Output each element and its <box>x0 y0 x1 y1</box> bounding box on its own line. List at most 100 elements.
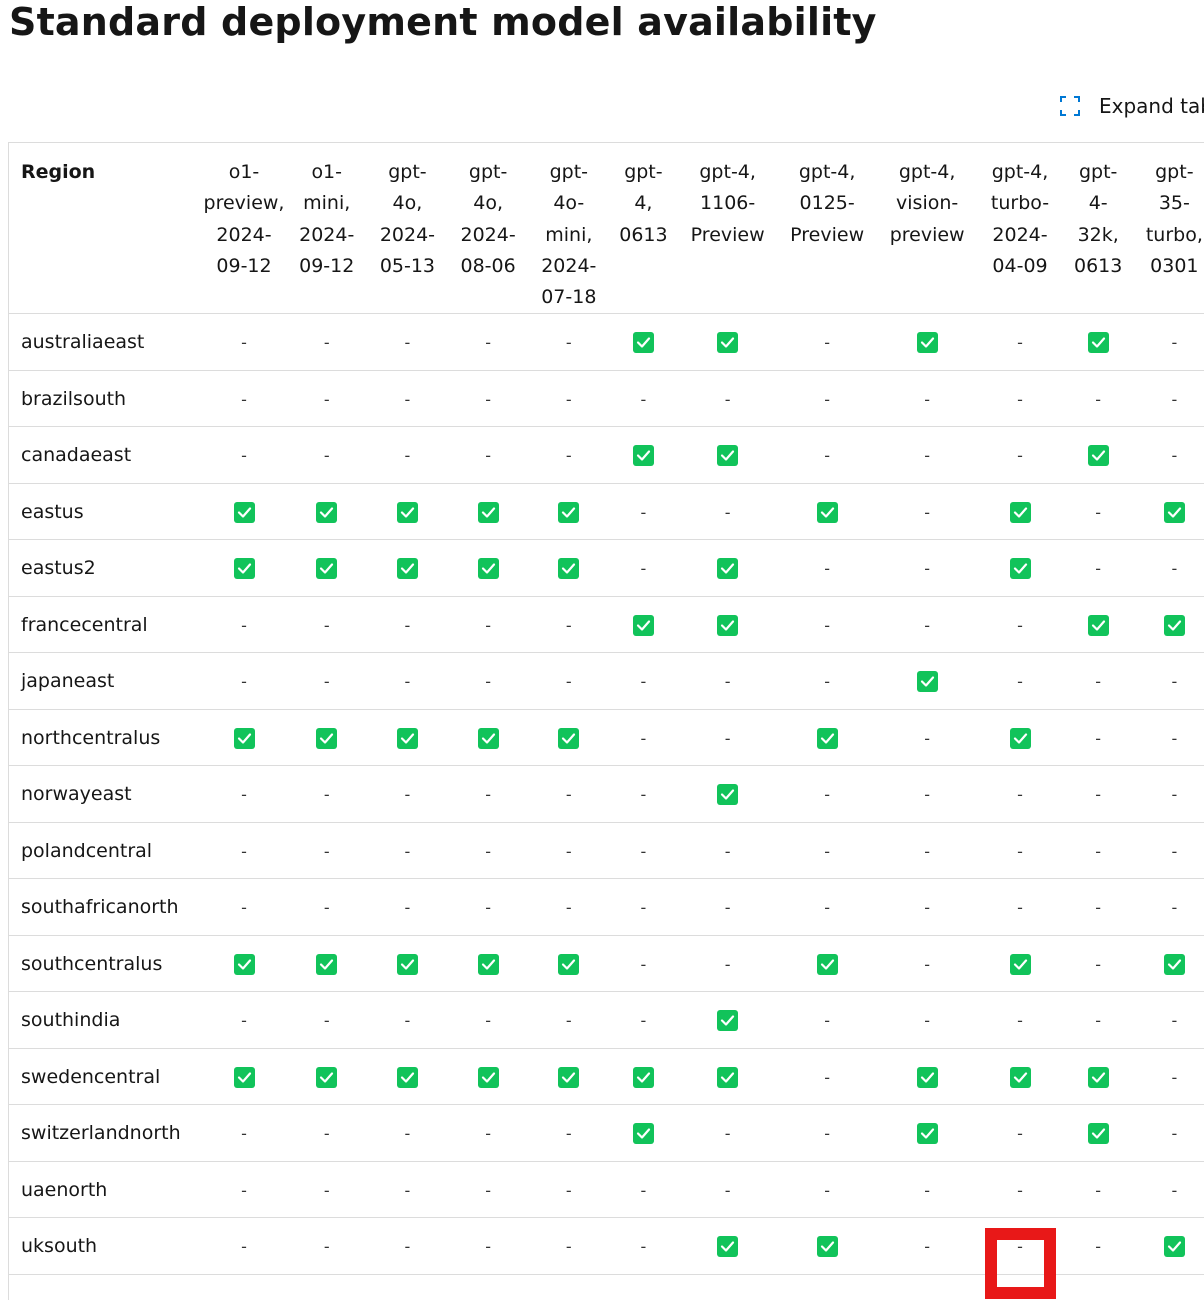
available-cell <box>977 539 1063 597</box>
unavailable-cell: - <box>286 991 368 1049</box>
available-cell <box>447 709 529 767</box>
unavailable-cell: - <box>447 822 529 880</box>
unavailable-dash: - <box>724 954 731 974</box>
unavailable-dash: - <box>323 615 330 635</box>
unavailable-dash: - <box>924 559 931 579</box>
unavailable-cell: - <box>977 991 1063 1049</box>
unavailable-cell: - <box>876 878 978 936</box>
checkmark-icon <box>477 501 499 523</box>
available-cell <box>977 483 1063 541</box>
unavailable-dash: - <box>924 728 931 748</box>
expand-table-button[interactable]: Expand table <box>1059 94 1204 118</box>
unavailable-dash: - <box>1171 389 1178 409</box>
unavailable-dash: - <box>565 1124 572 1144</box>
unavailable-dash: - <box>640 1237 647 1257</box>
availability-table-container[interactable]: Region o1- preview, 2024- 09-12 o1- mini,… <box>8 142 1204 1300</box>
checkmark-icon <box>717 1009 739 1032</box>
unavailable-dash: - <box>824 841 831 861</box>
unavailable-cell: - <box>876 822 978 880</box>
checkmark-icon <box>632 614 654 636</box>
checkmark-icon <box>632 444 654 467</box>
unavailable-cell: - <box>447 596 529 654</box>
unavailable-dash: - <box>404 446 411 466</box>
available-cell <box>608 1048 678 1106</box>
unavailable-cell: - <box>201 313 287 371</box>
unavailable-dash: - <box>485 446 491 466</box>
checkmark-icon <box>396 1066 418 1088</box>
available-cell <box>201 539 287 597</box>
model-column-header: gpt- 4o, 2024- 08-06 <box>447 143 529 315</box>
unavailable-dash: - <box>1095 672 1102 692</box>
table-row: japaneast - - - - - - - - - - - <box>9 652 1204 710</box>
unavailable-cell: - <box>876 596 978 654</box>
checkmark-icon <box>916 670 938 693</box>
available-cell <box>1133 1217 1204 1275</box>
unavailable-cell: - <box>1062 1217 1134 1275</box>
unavailable-cell: - <box>876 991 978 1049</box>
unavailable-cell: - <box>977 596 1063 654</box>
unavailable-dash: - <box>1017 615 1023 635</box>
unavailable-dash: - <box>565 898 572 918</box>
available-cell <box>777 1217 877 1275</box>
checkmark-icon <box>632 1066 654 1088</box>
checkmark-icon <box>316 1066 338 1088</box>
unavailable-cell: - <box>608 709 678 767</box>
unavailable-dash: - <box>485 1124 491 1144</box>
checkmark-icon <box>916 331 938 354</box>
table-row: southafricanorth - - - - - - - - - - - - <box>9 878 1204 936</box>
unavailable-cell: - <box>608 935 678 993</box>
unavailable-cell: - <box>367 1104 448 1162</box>
checkmark-icon <box>632 1122 654 1145</box>
unavailable-dash: - <box>640 785 647 805</box>
unavailable-dash: - <box>1171 559 1178 579</box>
unavailable-dash: - <box>565 785 572 805</box>
unavailable-dash: - <box>924 1237 931 1257</box>
checkmark-icon <box>477 1066 499 1088</box>
unavailable-dash: - <box>323 1011 330 1031</box>
checkmark-icon <box>632 331 654 354</box>
unavailable-dash: - <box>1095 728 1102 748</box>
available-cell <box>677 1217 778 1275</box>
unavailable-cell: - <box>677 370 778 428</box>
unavailable-dash: - <box>485 333 491 353</box>
unavailable-cell: - <box>201 991 287 1049</box>
unavailable-cell: - <box>1062 709 1134 767</box>
unavailable-cell: - <box>528 878 609 936</box>
model-column-header: gpt- 35- turbo, 0301 <box>1133 143 1204 315</box>
unavailable-dash: - <box>1171 672 1178 692</box>
available-cell <box>1062 1048 1134 1106</box>
unavailable-cell: - <box>608 765 678 823</box>
unavailable-cell: - <box>1133 1048 1204 1106</box>
unavailable-dash: - <box>724 1180 731 1200</box>
region-cell: canadaeast <box>9 426 202 484</box>
unavailable-cell: - <box>1133 709 1204 767</box>
table-row: eastus - - - - <box>9 483 1204 541</box>
unavailable-cell: - <box>286 822 368 880</box>
available-cell <box>447 935 529 993</box>
unavailable-dash: - <box>824 389 831 409</box>
unavailable-dash: - <box>824 1067 831 1087</box>
available-cell <box>367 1048 448 1106</box>
available-cell <box>286 935 368 993</box>
unavailable-dash: - <box>1017 841 1023 861</box>
unavailable-cell: - <box>1133 991 1204 1049</box>
unavailable-cell: - <box>286 878 368 936</box>
unavailable-dash: - <box>241 1237 247 1257</box>
unavailable-dash: - <box>565 389 572 409</box>
checkmark-icon <box>316 953 338 975</box>
unavailable-dash: - <box>640 728 647 748</box>
unavailable-cell: - <box>528 1217 609 1275</box>
region-cell: australiaeast <box>9 313 202 371</box>
available-cell <box>977 1048 1063 1106</box>
unavailable-dash: - <box>241 615 247 635</box>
checkmark-icon <box>1009 953 1031 975</box>
unavailable-cell: - <box>528 370 609 428</box>
unavailable-cell: - <box>1133 1161 1204 1219</box>
unavailable-cell: - <box>367 878 448 936</box>
table-body: australiaeast - - - - - - - - brazilsouth - - - - - - - -… <box>9 313 1204 1275</box>
unavailable-cell: - <box>677 878 778 936</box>
unavailable-dash: - <box>824 785 831 805</box>
unavailable-dash: - <box>404 333 411 353</box>
unavailable-dash: - <box>404 389 411 409</box>
table-row: southindia - - - - - - - - - - - <box>9 991 1204 1049</box>
